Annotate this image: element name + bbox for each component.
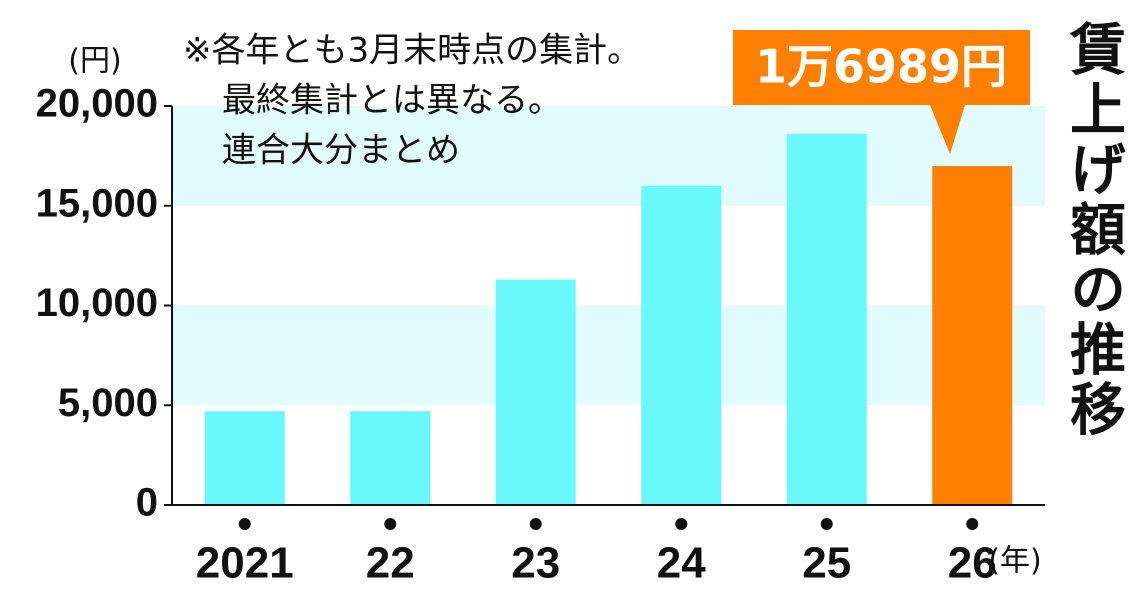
- band: [172, 106, 1045, 206]
- bar: [641, 185, 722, 506]
- chart-title: 賃上げ額の推移: [1061, 20, 1127, 440]
- tick-dot: [529, 518, 542, 530]
- bar: [204, 411, 285, 505]
- y-tick-label: 20,000: [36, 82, 158, 126]
- x-tick-label: 23: [511, 539, 560, 588]
- x-tick-label: 26: [948, 539, 997, 588]
- band: [172, 305, 1045, 406]
- bar: [932, 166, 1013, 505]
- tick-dot: [675, 518, 688, 530]
- bar: [350, 411, 431, 505]
- callout: [733, 30, 1030, 155]
- tick-dot: [966, 518, 979, 530]
- tick-dot: [820, 518, 833, 530]
- y-tick-label: 5,000: [58, 381, 158, 425]
- y-tick-label: 0: [136, 481, 158, 525]
- y-tick-label: 15,000: [36, 181, 158, 225]
- tick-dot: [238, 518, 251, 530]
- note: 最終集計とは異なる。: [222, 81, 562, 121]
- bar: [495, 279, 576, 505]
- y-unit: (円): [68, 44, 121, 79]
- bar: [786, 133, 867, 505]
- note: ※各年とも3月末時点の集計。: [183, 31, 641, 71]
- x-tick-label: 22: [366, 539, 415, 588]
- x-tick-label: 2021: [196, 539, 294, 588]
- x-tick-label: 25: [802, 539, 851, 588]
- note: 連合大分まとめ: [222, 131, 460, 171]
- value-label: 1万6989円: [755, 40, 1007, 94]
- x-tick-label: 24: [657, 539, 706, 588]
- x-unit: (年): [988, 544, 1041, 579]
- y-tick-label: 10,000: [36, 281, 158, 325]
- tick-dot: [384, 518, 397, 530]
